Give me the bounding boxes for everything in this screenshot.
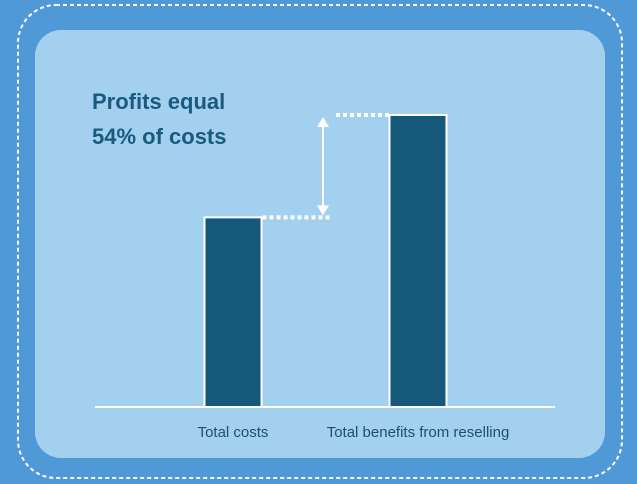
x-tick-label: Total costs — [198, 424, 269, 441]
arrow-head — [317, 116, 329, 127]
arrow-head — [317, 205, 329, 216]
x-tick-label: Total benefits from reselling — [327, 424, 510, 441]
annotation: Profits equal — [92, 89, 225, 114]
bar — [388, 113, 448, 408]
annotation: 54% of costs — [92, 124, 227, 149]
panel — [35, 30, 605, 458]
bar — [203, 216, 263, 408]
dashed-frame — [17, 4, 623, 479]
